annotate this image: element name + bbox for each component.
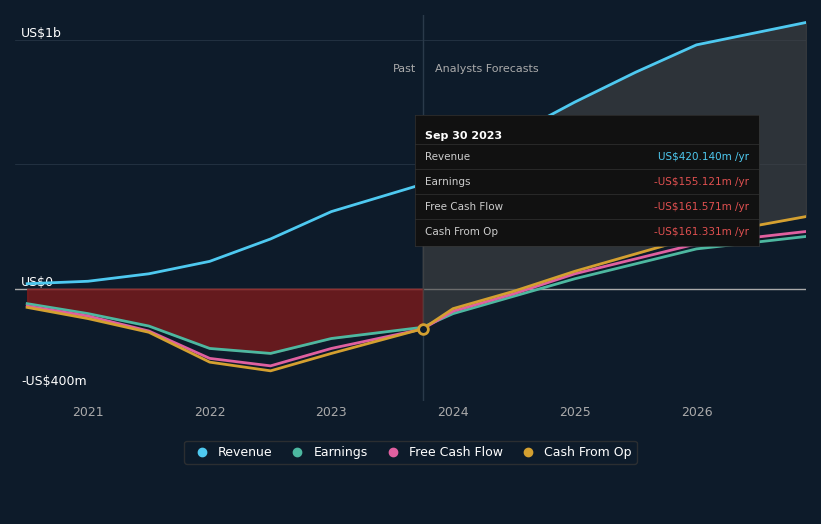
Text: Cash From Op: Cash From Op — [425, 227, 498, 237]
Text: -US$400m: -US$400m — [21, 375, 87, 388]
Text: Past: Past — [393, 64, 416, 74]
Text: Revenue: Revenue — [425, 152, 470, 162]
Text: -US$161.331m /yr: -US$161.331m /yr — [654, 227, 749, 237]
Legend: Revenue, Earnings, Free Cash Flow, Cash From Op: Revenue, Earnings, Free Cash Flow, Cash … — [184, 441, 637, 464]
Text: Free Cash Flow: Free Cash Flow — [425, 202, 503, 212]
Text: US$1b: US$1b — [21, 27, 62, 40]
Text: Analysts Forecasts: Analysts Forecasts — [435, 64, 539, 74]
Text: -US$161.571m /yr: -US$161.571m /yr — [654, 202, 749, 212]
Text: -US$155.121m /yr: -US$155.121m /yr — [654, 177, 749, 187]
Text: US$0: US$0 — [21, 276, 54, 289]
Text: US$420.140m /yr: US$420.140m /yr — [658, 152, 749, 162]
Text: Sep 30 2023: Sep 30 2023 — [425, 131, 502, 141]
Text: Earnings: Earnings — [425, 177, 470, 187]
